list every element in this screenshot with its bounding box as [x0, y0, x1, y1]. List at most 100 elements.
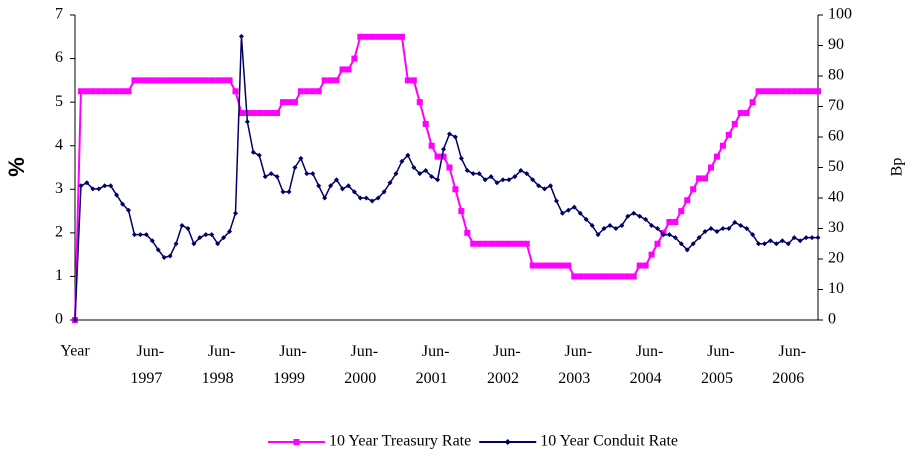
- series-marker: [226, 77, 233, 84]
- series-marker: [209, 232, 215, 238]
- series-marker: [452, 134, 458, 140]
- series-marker: [297, 88, 304, 95]
- series-marker: [642, 262, 649, 269]
- series-marker: [298, 155, 304, 161]
- series-marker: [173, 77, 180, 84]
- series-marker: [143, 232, 149, 238]
- series-marker: [143, 77, 150, 84]
- series-marker: [131, 77, 138, 84]
- series-marker: [666, 232, 672, 238]
- x-tick-label: Jun-2004: [630, 343, 664, 387]
- series-marker: [357, 195, 363, 201]
- series-marker: [779, 88, 786, 95]
- series-marker: [452, 186, 459, 193]
- x-tick-label: Jun-2003: [558, 343, 592, 387]
- series-marker: [601, 273, 608, 280]
- series-marker: [619, 222, 625, 228]
- y2-tick-label: 80: [828, 67, 844, 84]
- series-marker: [767, 238, 773, 244]
- series-marker: [523, 240, 530, 247]
- series-marker: [755, 88, 762, 95]
- series-marker: [708, 226, 714, 231]
- y2-tick-label: 30: [828, 219, 844, 236]
- series-marker: [345, 66, 352, 73]
- series-marker: [120, 201, 126, 207]
- y2-tick-label: 40: [828, 189, 844, 206]
- series-marker: [494, 180, 500, 186]
- x-tick-label: Jun-2000: [344, 343, 378, 387]
- series-marker: [744, 226, 750, 231]
- y2-tick-label: 60: [828, 128, 844, 145]
- series-marker: [351, 189, 357, 195]
- series-marker: [612, 273, 619, 280]
- series-marker: [328, 183, 334, 189]
- series-marker: [167, 77, 174, 84]
- series-marker: [482, 240, 489, 247]
- series-marker: [381, 33, 388, 40]
- series-marker: [322, 195, 328, 201]
- series-marker: [797, 88, 804, 95]
- series-marker: [773, 241, 779, 247]
- legend-label: 10 Year Treasury Rate: [329, 433, 471, 450]
- series-marker: [446, 131, 452, 137]
- series-marker: [387, 33, 394, 40]
- series-marker: [791, 88, 798, 95]
- series-marker: [577, 210, 583, 216]
- y-tick-label: 2: [55, 224, 63, 241]
- series-marker: [280, 189, 286, 195]
- legend-marker: [293, 439, 300, 445]
- series-marker: [173, 241, 179, 247]
- legend-marker: [504, 439, 511, 445]
- y2-tick-label: 0: [828, 311, 836, 328]
- series-marker: [333, 77, 340, 84]
- series-marker: [702, 229, 708, 235]
- series-marker: [149, 77, 156, 84]
- series-marker: [731, 120, 738, 127]
- series-marker: [631, 210, 637, 216]
- series-marker: [77, 88, 84, 95]
- series-marker: [713, 153, 720, 160]
- series-marker: [643, 216, 649, 222]
- series-marker: [369, 33, 376, 40]
- series-marker: [411, 165, 417, 170]
- series-marker: [101, 88, 108, 95]
- series-marker: [303, 88, 310, 95]
- series-marker: [108, 183, 114, 189]
- series-marker: [345, 183, 351, 189]
- series-marker: [696, 235, 702, 241]
- series-marker: [238, 33, 244, 39]
- series-marker: [613, 226, 619, 231]
- series-marker: [655, 226, 661, 231]
- series-marker: [83, 88, 90, 95]
- series-marker: [256, 152, 262, 158]
- series-marker: [125, 207, 131, 213]
- y2-tick-label: 100: [828, 6, 852, 23]
- series-marker: [791, 235, 797, 241]
- series-marker: [339, 186, 345, 192]
- series-marker: [797, 238, 803, 244]
- series-marker: [232, 88, 239, 95]
- series-marker: [429, 174, 435, 180]
- series-marker: [268, 171, 274, 177]
- y2-tick-label: 50: [828, 158, 844, 175]
- series-marker: [268, 110, 275, 117]
- series-marker: [636, 262, 643, 269]
- series-marker: [113, 88, 120, 95]
- series-marker: [285, 99, 292, 106]
- series-marker: [410, 77, 417, 84]
- series-marker: [458, 208, 465, 215]
- series-marker: [743, 110, 750, 117]
- series-marker: [684, 247, 690, 253]
- series-marker: [107, 88, 114, 95]
- legend-label: 10 Year Conduit Rate: [540, 433, 678, 450]
- series-marker: [404, 77, 411, 84]
- series-marker: [482, 177, 488, 183]
- x-tick-label: Jun-1997: [130, 343, 164, 387]
- series-marker: [90, 186, 96, 192]
- series-marker: [416, 99, 423, 106]
- series-marker: [637, 213, 643, 219]
- series-marker: [227, 229, 233, 235]
- series-marker: [476, 240, 483, 247]
- series-marker: [512, 174, 518, 180]
- series-marker: [607, 222, 613, 228]
